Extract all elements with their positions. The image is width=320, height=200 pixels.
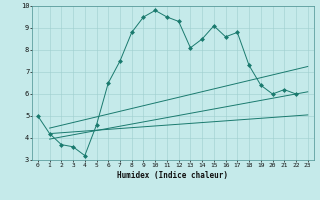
X-axis label: Humidex (Indice chaleur): Humidex (Indice chaleur) xyxy=(117,171,228,180)
